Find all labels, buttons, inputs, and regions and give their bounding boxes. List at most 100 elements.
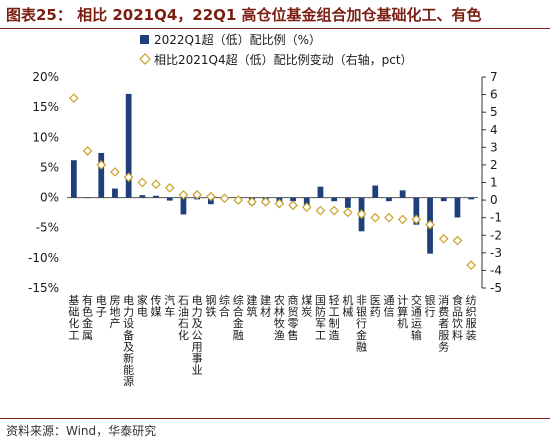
category-label: 医药 <box>370 294 381 319</box>
marker-7 <box>151 179 161 190</box>
marker-10 <box>192 189 202 200</box>
category-label: 计算机 <box>397 294 408 330</box>
category-label: 轻工制造 <box>329 293 340 342</box>
category-label: 银行 <box>425 293 436 319</box>
bar-6 <box>139 195 146 198</box>
category-label: 综合金融 <box>233 293 244 342</box>
marker-18 <box>301 202 312 212</box>
marker-19 <box>315 205 326 216</box>
marker-4 <box>110 167 120 177</box>
bar-24 <box>386 197 392 202</box>
marker-24 <box>384 212 394 223</box>
left-axis-tick-label: -5% <box>36 221 59 235</box>
bar-26 <box>413 197 420 225</box>
marker-2 <box>82 146 93 156</box>
marker-30 <box>466 260 476 270</box>
marker-20 <box>329 205 339 216</box>
legend-marker-swatch <box>139 53 151 65</box>
right-axis-tick-label: -2 <box>490 228 502 242</box>
category-label: 农林牧渔 <box>274 293 285 342</box>
bar-5 <box>125 93 132 198</box>
category-label: 钢铁 <box>205 294 216 319</box>
marker-15 <box>260 196 271 207</box>
category-label: 汽车 <box>164 293 175 319</box>
bar-9 <box>180 197 187 215</box>
marker-25 <box>397 214 408 225</box>
category-label: 纺织服装 <box>466 293 477 342</box>
bar-21 <box>344 197 351 208</box>
marker-9 <box>178 189 189 200</box>
marker-16 <box>274 198 285 209</box>
category-label: 非银行金融 <box>356 294 367 353</box>
bar-1 <box>70 160 77 198</box>
marker-22 <box>356 209 367 219</box>
bar-8 <box>166 197 173 201</box>
category-label: 电力设备及新能源 <box>123 294 134 388</box>
marker-11 <box>206 191 216 202</box>
category-label: 交通运输 <box>411 293 422 342</box>
left-axis-tick-label: 20% <box>32 70 59 84</box>
marker-28 <box>438 233 449 244</box>
category-label: 有色金属 <box>82 293 93 342</box>
bar-17 <box>290 197 296 202</box>
marker-27 <box>425 219 435 230</box>
marker-8 <box>164 182 175 193</box>
right-axis-tick-label: 7 <box>490 70 498 84</box>
bar-23 <box>372 185 379 198</box>
chart-title: 图表25： 相比 2021Q4，22Q1 高仓位基金组合加仓基础化工、有色 <box>6 6 482 24</box>
bar-30 <box>468 197 475 200</box>
right-axis-tick-label: 5 <box>490 105 498 119</box>
category-label: 家电 <box>137 293 148 319</box>
category-label: 通信 <box>383 294 394 319</box>
bar-7 <box>153 195 159 198</box>
marker-17 <box>288 200 298 211</box>
title-divider <box>0 28 550 29</box>
right-axis-tick-label: 4 <box>490 123 498 137</box>
category-label: 国防军工 <box>315 294 326 342</box>
left-axis-tick-label: 0% <box>40 191 59 205</box>
left-axis-tick-label: -15% <box>28 281 59 295</box>
right-axis-tick-label: -4 <box>490 263 502 277</box>
left-axis-tick-label: 15% <box>32 100 59 114</box>
bar-3 <box>98 152 105 198</box>
category-label: 传媒 <box>151 294 162 319</box>
left-axis-tick-label: 5% <box>40 160 59 174</box>
bar-28 <box>440 197 447 202</box>
right-axis-tick-label: 2 <box>490 158 498 172</box>
category-label: 电力及公用事业 <box>192 294 203 377</box>
category-label: 建筑 <box>246 293 257 319</box>
right-axis-tick-label: 1 <box>490 176 498 190</box>
marker-3 <box>96 160 107 170</box>
category-label: 房地产 <box>109 294 120 330</box>
category-label: 石油石化 <box>178 294 189 342</box>
bar-2 <box>84 197 91 199</box>
bar-19 <box>317 186 324 198</box>
marker-6 <box>137 177 148 188</box>
source-note: 资料来源：Wind，华泰研究 <box>6 424 157 438</box>
marker-21 <box>343 207 353 218</box>
category-label: 食品饮料 <box>452 293 463 342</box>
marker-5 <box>123 172 134 183</box>
bar-29 <box>454 197 461 218</box>
left-axis-tick-label: 10% <box>32 130 59 144</box>
marker-13 <box>233 195 244 205</box>
bar-18 <box>303 197 310 206</box>
category-label: 机械 <box>342 293 353 319</box>
right-axis-tick-label: -5 <box>490 281 502 295</box>
right-axis-tick-label: 3 <box>490 140 498 154</box>
marker-14 <box>247 196 257 207</box>
marker-12 <box>219 193 230 204</box>
marker-29 <box>452 235 463 246</box>
right-axis-tick-label: -3 <box>490 246 502 260</box>
marker-26 <box>411 214 422 225</box>
category-label: 电子 <box>96 294 107 319</box>
footer-divider <box>0 418 550 419</box>
right-axis-tick-label: 6 <box>490 88 498 102</box>
legend-bar-label: 2022Q1超（低）配比例（%） <box>154 32 321 47</box>
category-label: 建材 <box>260 293 271 319</box>
category-label: 综合 <box>219 293 230 319</box>
category-label: 基础化工 <box>68 294 79 342</box>
marker-1 <box>69 93 79 103</box>
marker-23 <box>370 212 381 223</box>
legend-marker-label: 相比2021Q4超（低）配比例变动（右轴，pct） <box>154 52 413 67</box>
